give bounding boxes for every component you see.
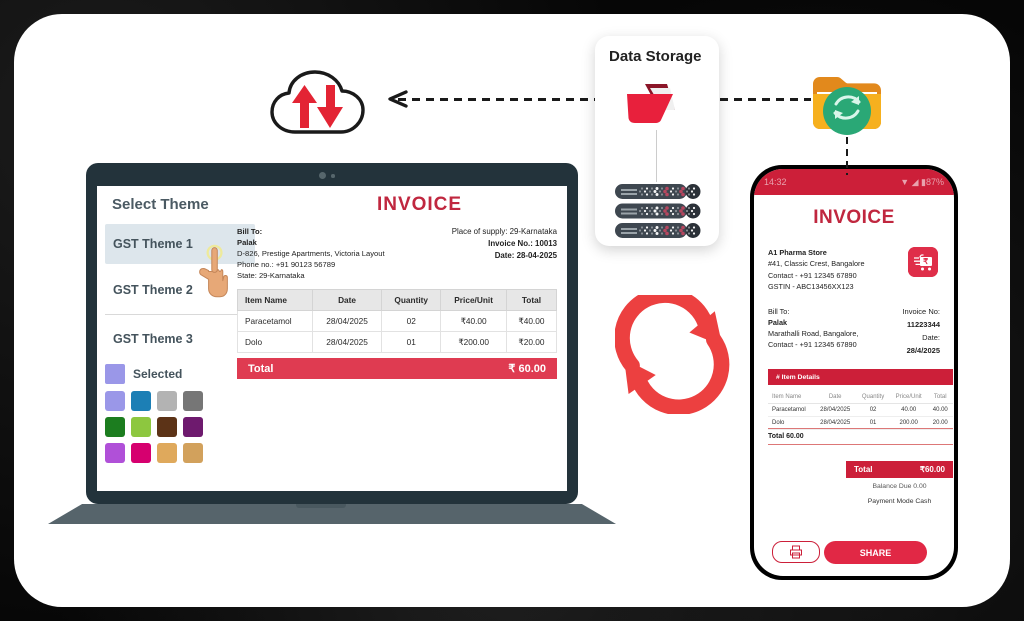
svg-text:₹: ₹ <box>923 257 928 266</box>
